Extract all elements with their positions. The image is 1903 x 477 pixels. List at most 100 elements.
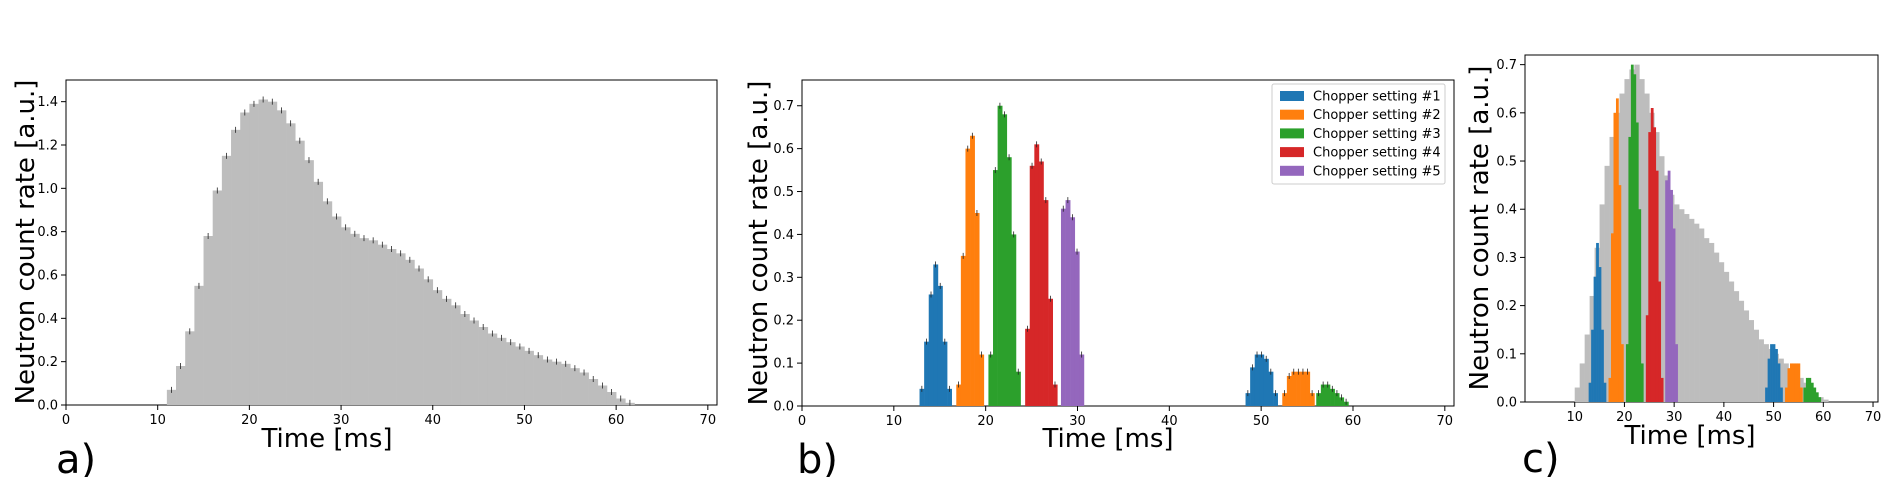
bar <box>1713 252 1720 402</box>
bar <box>1780 387 1783 402</box>
bar <box>1674 204 1680 402</box>
bar <box>947 388 952 406</box>
bar <box>304 160 314 405</box>
bar <box>1670 189 1673 402</box>
y-tick-label: 0.6 <box>773 142 794 157</box>
bar <box>1574 387 1580 402</box>
bar <box>1584 334 1590 402</box>
bar <box>267 101 278 406</box>
bar <box>1305 371 1311 406</box>
bar <box>1015 371 1021 406</box>
x-tick-label: 30 <box>1666 410 1683 425</box>
bar <box>1813 387 1817 402</box>
panel-b-ticks: 0 10 20 30 40 50 60 70 0.0 0.1 0.2 0.3 0.4 0.5 0.6 0.7 <box>773 99 1453 429</box>
panel-a: 0 10 20 30 40 50 60 700.00.20.40.60.81.01.21.4 … <box>11 79 718 477</box>
bar <box>588 379 599 405</box>
y-tick-label: 0.5 <box>773 185 794 200</box>
bar <box>1718 262 1725 402</box>
bar <box>1808 377 1812 402</box>
y-tick-label: 1.2 <box>37 139 58 154</box>
bar <box>551 361 562 405</box>
bar <box>1699 228 1705 402</box>
bar <box>1787 368 1791 402</box>
bar <box>1628 136 1632 402</box>
bar <box>1599 204 1605 402</box>
y-tick-label: 0.6 <box>1496 106 1517 121</box>
bar <box>542 359 553 405</box>
bar <box>1620 344 1624 402</box>
bar <box>1613 112 1617 402</box>
x-tick-label: 30 <box>333 413 350 428</box>
bar <box>1618 185 1622 403</box>
bar <box>1777 363 1781 402</box>
bar <box>221 155 232 405</box>
bar <box>1273 393 1278 406</box>
bar <box>1309 393 1315 406</box>
x-tick-label: 60 <box>1815 410 1832 425</box>
bar <box>997 105 1003 407</box>
bar <box>1799 387 1803 402</box>
bar <box>386 249 397 405</box>
bar <box>1648 132 1652 403</box>
legend-entry: Chopper setting #1 <box>1313 90 1441 105</box>
bar <box>1640 363 1644 402</box>
panel-b-xlabel: Time [ms] <box>1041 424 1173 454</box>
bar <box>515 346 525 405</box>
y-tick-label: 0.6 <box>37 269 58 284</box>
bar <box>1665 180 1668 402</box>
bar <box>1765 387 1768 402</box>
bar <box>1748 320 1754 402</box>
bar <box>1660 377 1664 402</box>
bar <box>1658 281 1662 402</box>
bar <box>1625 344 1629 402</box>
bar <box>1250 367 1256 406</box>
bar <box>1633 74 1637 402</box>
bar <box>1644 93 1650 402</box>
bar <box>1675 344 1678 402</box>
bar <box>368 240 379 405</box>
bar <box>1006 157 1012 406</box>
legend-entry: Chopper setting #2 <box>1313 108 1441 123</box>
bar <box>176 366 186 405</box>
bar <box>249 103 259 405</box>
bar <box>212 190 223 405</box>
x-tick-label: 70 <box>1437 414 1454 429</box>
bar <box>1245 393 1251 406</box>
bar <box>1823 399 1829 402</box>
bar <box>606 392 617 405</box>
x-tick-label: 30 <box>1069 414 1086 429</box>
bar <box>1060 208 1066 406</box>
legend-swatch <box>1280 165 1304 176</box>
bar <box>1767 358 1771 403</box>
bar <box>1316 393 1322 406</box>
bar <box>965 148 971 406</box>
bar <box>1598 267 1602 402</box>
bar <box>478 327 489 405</box>
panel-c: 10 20 30 40 50 60 70 0.0 0.1 0.2 0.3 0.4 0.5 0.6 0.7 T… <box>1465 54 1882 477</box>
bar <box>1772 344 1776 402</box>
y-tick-label: 0.0 <box>773 400 794 415</box>
bar <box>231 129 241 405</box>
bar <box>1608 377 1612 402</box>
bar <box>1300 371 1306 406</box>
legend-swatch <box>1280 147 1304 158</box>
bar <box>331 216 342 405</box>
bar <box>1330 388 1335 406</box>
bar <box>1728 281 1735 402</box>
bar <box>1291 371 1297 406</box>
bar <box>377 244 388 405</box>
bar <box>1282 393 1288 406</box>
legend-swatch <box>1280 91 1304 101</box>
x-tick-label: 40 <box>1716 410 1733 425</box>
y-tick-label: 1.0 <box>37 182 58 197</box>
panel-b-legend: Chopper setting #1 Chopper setting #2 Chop… <box>1271 83 1446 185</box>
bar <box>924 341 930 406</box>
x-tick-label: 70 <box>1865 410 1882 425</box>
bar <box>1268 371 1274 406</box>
bar <box>1803 387 1807 402</box>
bar <box>1074 251 1080 406</box>
x-tick-label: 20 <box>977 414 994 429</box>
bar <box>1770 344 1773 402</box>
bar <box>956 384 962 406</box>
y-tick-label: 0.5 <box>1496 155 1517 170</box>
